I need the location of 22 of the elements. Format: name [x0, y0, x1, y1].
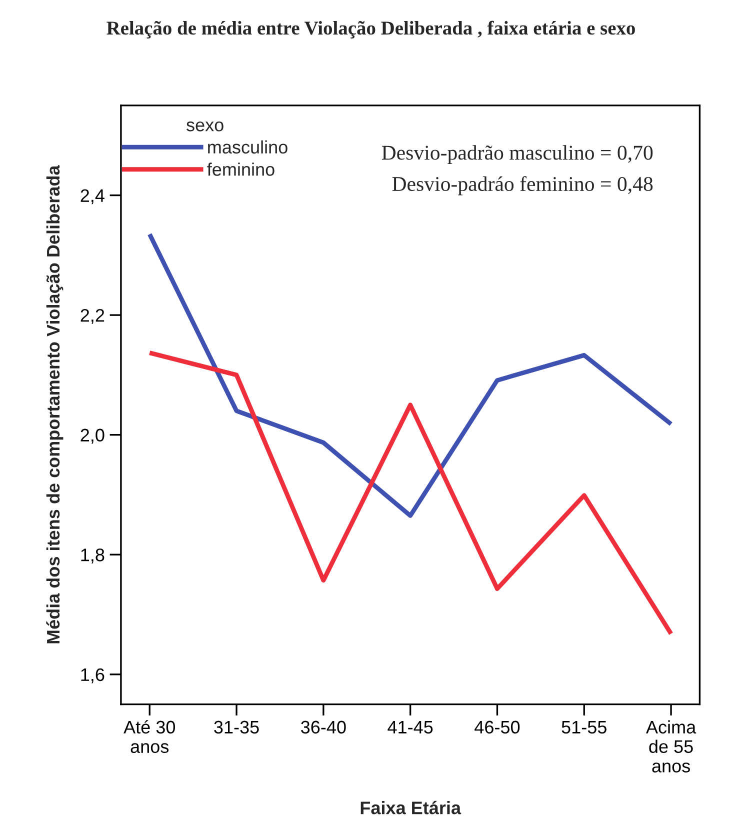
- chart-title: Relação de média entre Violação Deliberada , faixa etária e sexo: [106, 20, 635, 38]
- x-tick-label: Até 30 anos: [124, 720, 176, 754]
- x-tick-label: 41-45: [388, 720, 433, 734]
- y-tick-label: 1,8: [81, 548, 104, 564]
- legend-label: feminino: [207, 162, 274, 176]
- x-tick-label: 31-35: [214, 720, 259, 734]
- x-tick-label: 51-55: [562, 720, 606, 734]
- y-tick-label: 2,0: [80, 428, 104, 444]
- annotation: Desvio-padráo feminino = 0,48: [392, 176, 653, 196]
- legend-title: sexo: [186, 121, 224, 132]
- annotation: Desvio-padrão masculino = 0,70: [382, 145, 653, 164]
- x-tick-label: 46-50: [474, 720, 520, 734]
- y-axis-title: Média dos itens de comportamento Violação Deliberada: [46, 165, 64, 644]
- y-tick-label: 2,2: [80, 309, 104, 324]
- x-tick-label: Acima de 55 anos: [646, 720, 696, 772]
- x-axis-title: Faixa Etária: [360, 800, 462, 814]
- line-series: [147, 232, 674, 518]
- x-tick-label: 36-40: [301, 720, 346, 734]
- line-series: [147, 350, 674, 636]
- y-tick-label: 2,4: [80, 189, 104, 204]
- legend-label: masculino: [208, 140, 288, 154]
- y-tick-label: 1,6: [81, 668, 104, 684]
